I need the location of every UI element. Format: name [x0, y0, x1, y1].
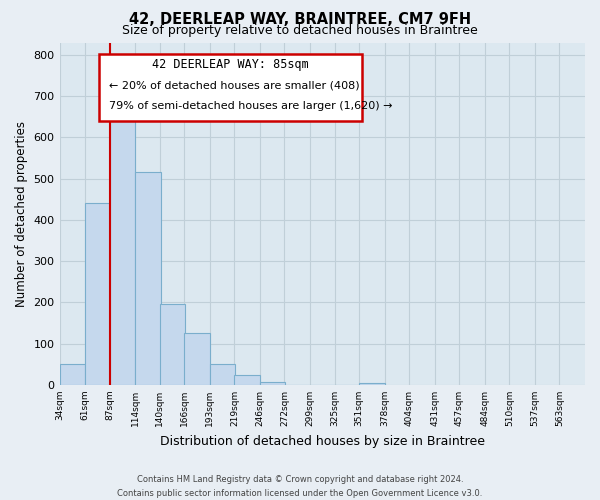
X-axis label: Distribution of detached houses by size in Braintree: Distribution of detached houses by size …	[160, 434, 485, 448]
Bar	[260, 382, 286, 385]
Bar	[110, 112, 135, 385]
Bar	[85, 204, 110, 385]
Bar	[235, 374, 260, 385]
Bar	[59, 364, 85, 385]
Text: 42, DEERLEAP WAY, BRAINTREE, CM7 9FH: 42, DEERLEAP WAY, BRAINTREE, CM7 9FH	[129, 12, 471, 28]
Bar	[184, 332, 210, 385]
Bar	[160, 304, 185, 385]
Bar	[135, 172, 161, 385]
Text: Size of property relative to detached houses in Braintree: Size of property relative to detached ho…	[122, 24, 478, 37]
Text: Contains HM Land Registry data © Crown copyright and database right 2024.
Contai: Contains HM Land Registry data © Crown c…	[118, 476, 482, 498]
Bar	[210, 364, 235, 385]
Bar	[359, 383, 385, 385]
Text: 79% of semi-detached houses are larger (1,620) →: 79% of semi-detached houses are larger (…	[109, 100, 393, 110]
Text: ← 20% of detached houses are smaller (408): ← 20% of detached houses are smaller (40…	[109, 80, 360, 90]
FancyBboxPatch shape	[99, 54, 362, 122]
Text: 42 DEERLEAP WAY: 85sqm: 42 DEERLEAP WAY: 85sqm	[152, 58, 308, 71]
Y-axis label: Number of detached properties: Number of detached properties	[15, 120, 28, 306]
